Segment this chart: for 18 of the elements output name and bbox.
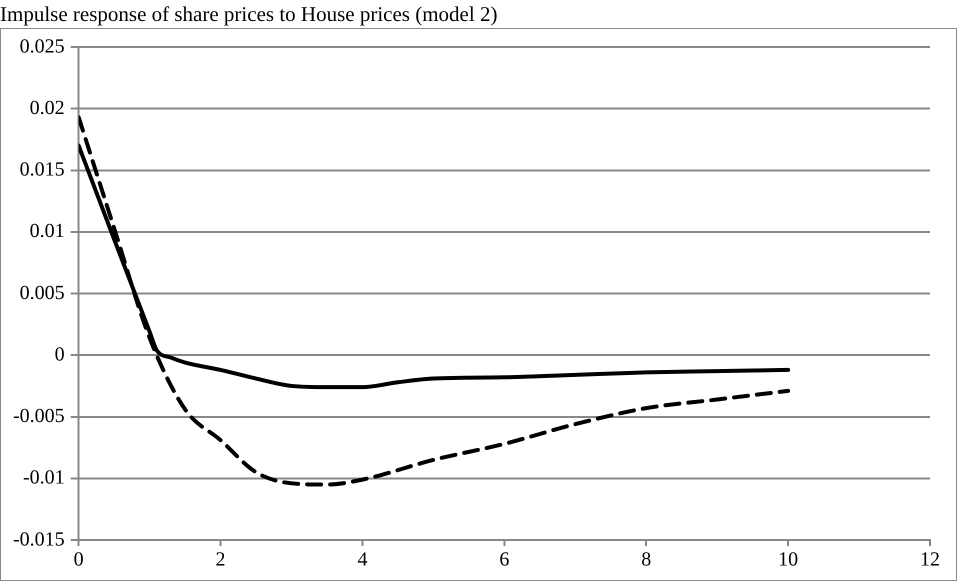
- y-tick-label: 0.015: [20, 158, 65, 180]
- x-tick-label: 4: [357, 548, 368, 570]
- y-tick-label: -0.005: [12, 405, 65, 427]
- y-tick-label: 0.005: [20, 282, 65, 304]
- y-tick-label: -0.015: [12, 528, 65, 550]
- x-tick-label: 6: [499, 548, 510, 570]
- y-tick-label: 0: [54, 343, 65, 366]
- y-tick-label: 0.02: [30, 96, 65, 119]
- y-tick-label: -0.01: [22, 466, 65, 489]
- x-tick-label: 2: [216, 548, 226, 570]
- x-tick-label: 0: [74, 548, 84, 570]
- y-tick-label: 0.01: [30, 220, 65, 242]
- x-tick-label: 8: [641, 548, 652, 570]
- x-tick-label: 12: [920, 548, 940, 570]
- x-tick-label: 10: [778, 548, 798, 570]
- chart-title: Impulse response of share prices to House prices (model 2): [0, 2, 498, 27]
- line-series: [78, 115, 790, 487]
- y-tick-label: 0.025: [20, 35, 65, 58]
